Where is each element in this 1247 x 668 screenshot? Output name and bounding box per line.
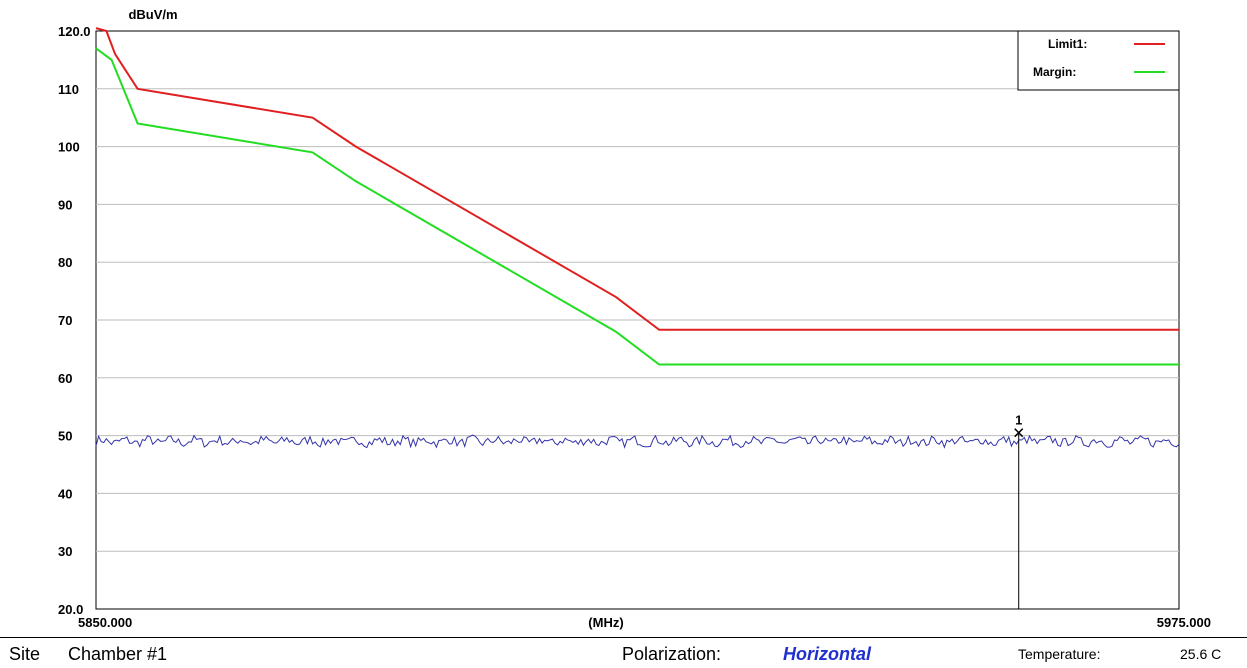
marker-label: 1 <box>1015 413 1022 428</box>
y-tick-label: 50 <box>58 429 72 444</box>
y-tick-label: 100 <box>58 140 80 155</box>
y-tick-label: 70 <box>58 313 72 328</box>
y-tick-label: 120.0 <box>58 24 91 39</box>
emission-chart: 120.0 110 100 90 80 70 60 50 40 30 20.0 5850.000 59… <box>58 7 1211 630</box>
marker-cross <box>1014 428 1024 438</box>
margin-line <box>95 47 1179 366</box>
y-tick-label: 60 <box>58 371 72 386</box>
temperature-value: 25.6 C <box>1180 646 1222 662</box>
x-tick-labels: 5850.000 5975.000 <box>78 615 1211 630</box>
polarization-label: Polarization: <box>622 644 722 664</box>
y-tick-labels: 120.0 110 100 90 80 70 60 50 40 30 20.0 <box>58 24 91 617</box>
limit-line <box>95 27 1179 331</box>
temperature-label: Temperature: <box>1018 646 1101 662</box>
legend-box <box>1017 30 1180 91</box>
markers: 1 <box>1014 413 1024 609</box>
y-tick-label: 80 <box>58 255 72 270</box>
y-tick-label: 40 <box>58 486 72 501</box>
series-lines <box>95 27 1180 449</box>
info-footer: Site Chamber #1 Polarization: Horizontal… <box>0 637 1247 668</box>
x-tick-label: 5975.000 <box>1157 615 1211 630</box>
x-axis-unit: (MHz) <box>588 615 623 630</box>
y-tick-label: 90 <box>58 197 72 212</box>
legend-label-margin: Margin: <box>1033 65 1076 79</box>
site-value: Chamber #1 <box>68 644 168 664</box>
x-tick-label: 5850.000 <box>78 615 132 630</box>
y-axis-unit: dBuV/m <box>128 7 177 22</box>
y-tick-label: 30 <box>58 544 72 559</box>
y-tick-label: 110 <box>58 82 79 97</box>
polarization-value: Horizontal <box>783 644 871 664</box>
site-label: Site <box>9 644 41 664</box>
legend: Limit1: Margin: <box>1017 30 1180 91</box>
legend-label-limit: Limit1: <box>1048 37 1087 51</box>
y-tick-label: 20.0 <box>58 602 83 617</box>
measurement-trace <box>95 434 1180 449</box>
